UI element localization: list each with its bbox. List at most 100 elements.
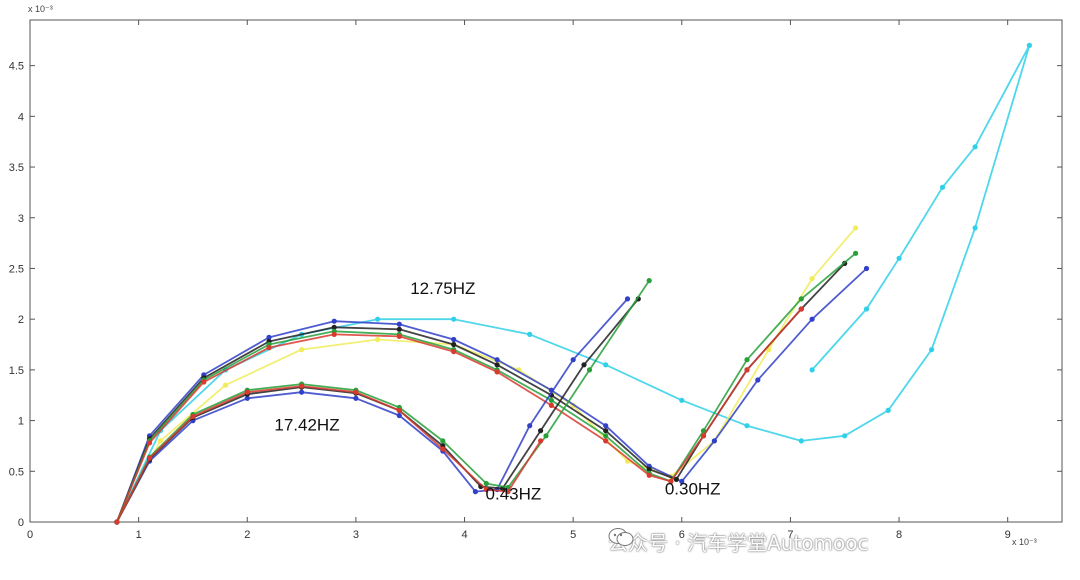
data-point	[396, 333, 402, 339]
data-point	[548, 402, 555, 408]
data-point	[744, 423, 750, 429]
data-point	[505, 489, 511, 495]
data-point	[375, 336, 381, 343]
wechat-icon	[608, 528, 634, 546]
watermark: 公众号 · 汽车学堂Automooc	[608, 527, 868, 556]
data-point	[809, 276, 815, 282]
data-point	[603, 423, 609, 429]
frequency-annotation: 12.75HZ	[410, 279, 475, 298]
data-point	[624, 296, 631, 302]
annotation-layer: 12.75HZ 17.42HZ 0.43HZ 0.30HZ	[274, 279, 720, 504]
y-tick-label: 0.5	[9, 466, 24, 478]
data-point	[201, 379, 207, 385]
data-point	[396, 412, 402, 419]
data-point	[863, 265, 870, 272]
series-line-4	[116, 252, 857, 523]
data-point	[570, 357, 576, 363]
data-point	[331, 318, 337, 324]
data-point	[603, 433, 609, 439]
watermark-text: 公众号 · 汽车学堂Automooc	[608, 531, 869, 555]
data-point	[331, 331, 337, 337]
data-point	[114, 519, 120, 525]
data-point	[396, 326, 402, 332]
data-point	[451, 316, 457, 322]
x-tick-label: 8	[896, 529, 902, 541]
y-tick-label: 1	[18, 416, 24, 428]
y-tick-label: 4.5	[9, 61, 24, 73]
data-point	[222, 382, 229, 388]
data-point	[896, 255, 902, 261]
data-point	[146, 455, 153, 461]
data-point	[440, 438, 446, 444]
y-tick-label: 2.5	[9, 263, 24, 275]
frequency-annotation: 0.43HZ	[486, 485, 542, 504]
data-point	[266, 345, 272, 351]
data-point	[603, 428, 609, 434]
data-point	[700, 433, 707, 439]
data-point	[679, 478, 685, 484]
data-point	[451, 336, 457, 343]
frequency-annotation: 0.30HZ	[665, 480, 721, 499]
y-tick-label: 1.5	[9, 365, 24, 377]
data-point	[494, 369, 500, 375]
data-point	[603, 362, 609, 368]
data-point	[440, 446, 446, 452]
data-point	[396, 321, 402, 327]
series-line-2	[116, 267, 868, 523]
data-point	[798, 438, 804, 444]
series-layer	[114, 42, 1032, 525]
data-point	[842, 433, 848, 439]
data-point	[711, 438, 718, 444]
data-point	[299, 347, 305, 353]
x-tick-label: 5	[570, 529, 576, 541]
data-point	[853, 225, 859, 231]
data-point	[1026, 42, 1032, 49]
data-point	[483, 480, 489, 487]
x-tick-label: 6	[679, 529, 685, 541]
data-point	[266, 334, 272, 340]
data-point	[673, 476, 680, 482]
data-point	[472, 489, 478, 495]
y-tick-label: 2	[18, 314, 24, 326]
data-point	[353, 389, 359, 395]
y-tick-label: 3	[18, 213, 24, 225]
data-point	[885, 407, 891, 413]
data-point	[451, 341, 457, 348]
data-point	[755, 377, 761, 383]
data-point	[853, 250, 859, 256]
data-point	[581, 362, 587, 368]
data-point	[972, 144, 978, 150]
data-point	[396, 407, 402, 413]
x-tick-label: 0	[27, 529, 33, 541]
y-multiplier-label: x 10⁻³	[28, 4, 53, 14]
data-point	[375, 316, 381, 322]
data-point	[809, 316, 815, 322]
data-point	[744, 367, 750, 373]
data-point	[527, 331, 533, 337]
frequency-annotation: 17.42HZ	[274, 416, 339, 435]
data-point	[809, 367, 815, 373]
data-point	[972, 225, 978, 231]
data-point	[538, 428, 544, 434]
x-tick-label: 2	[244, 529, 250, 541]
x-tick-label: 1	[136, 529, 142, 541]
data-point	[483, 486, 489, 493]
data-point	[244, 395, 250, 401]
data-point	[146, 440, 153, 446]
data-point	[863, 306, 870, 312]
y-tick-label: 0	[18, 517, 24, 529]
data-point	[679, 397, 685, 403]
data-point	[353, 395, 359, 401]
data-point	[548, 397, 555, 403]
x-tick-label: 9	[1005, 529, 1011, 541]
data-point	[299, 389, 305, 395]
data-point	[190, 413, 196, 420]
data-point	[494, 362, 500, 368]
data-point	[798, 306, 804, 312]
data-point	[668, 478, 674, 484]
data-point	[299, 383, 305, 389]
data-point	[586, 367, 593, 373]
data-point	[603, 438, 609, 444]
